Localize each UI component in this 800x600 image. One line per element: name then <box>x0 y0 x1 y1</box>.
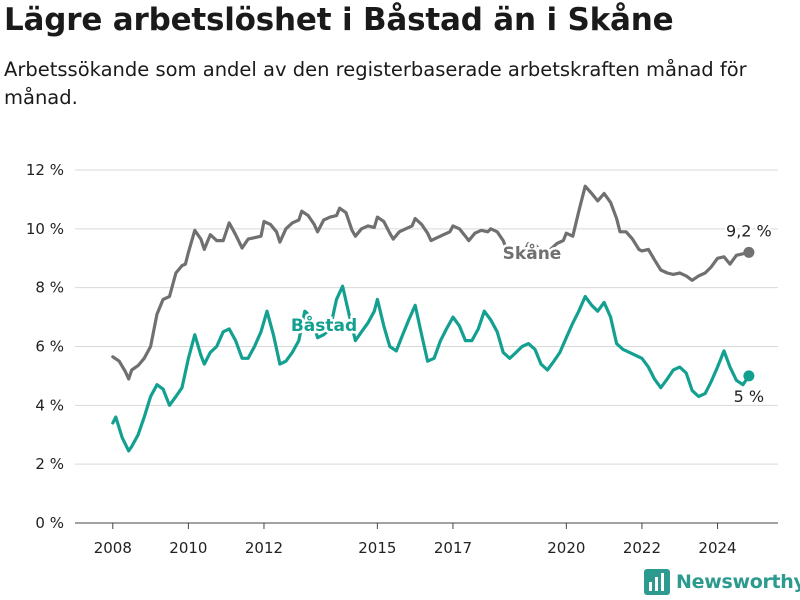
x-tick-label: 2015 <box>358 539 396 557</box>
series-line-bastad <box>111 284 751 453</box>
y-tick-label: 4 % <box>35 396 64 414</box>
x-tick-label: 2017 <box>434 539 472 557</box>
y-tick-label: 6 % <box>35 338 64 356</box>
labels: Skåne 9,2 % Båstad 5 % <box>288 219 773 408</box>
series-label-bastad: Båstad <box>291 314 357 336</box>
x-tick-label: 2022 <box>623 539 661 557</box>
chart-title: Lägre arbetslöshet i Båstad än i Skåne <box>4 2 674 38</box>
y-tick-label: 8 % <box>35 279 64 297</box>
brand-name: Newsworthy <box>676 571 800 593</box>
series-label-skane: Skåne <box>503 242 562 264</box>
x-tick-label: 2020 <box>547 539 585 557</box>
end-value-label-skane: 9,2 % <box>726 221 772 240</box>
y-tick-label: 12 % <box>26 161 64 179</box>
y-tick-label: 2 % <box>35 455 64 473</box>
y-tick-label: 0 % <box>35 514 64 532</box>
axes: 0 % 2 % 4 % 6 % 8 % 10 % 12 % 2008 2010 2012 2015 2… <box>26 161 737 557</box>
end-point-bastad <box>743 370 755 382</box>
y-tick-label: 10 % <box>26 220 64 238</box>
end-value-label-bastad: 5 % <box>734 387 764 406</box>
end-point-skane <box>743 246 755 258</box>
x-tick-label: 2010 <box>169 539 207 557</box>
newsworthy-logo-icon <box>644 569 670 595</box>
x-tick-label: 2012 <box>245 539 283 557</box>
newsworthy-logo: Newsworthy <box>644 569 800 595</box>
series-lines <box>111 184 755 453</box>
x-tick-label: 2024 <box>698 539 736 557</box>
chart-subtitle: Arbetssökande som andel av den registerb… <box>4 58 747 109</box>
grid-lines <box>75 169 778 524</box>
series-line-skane <box>111 184 751 381</box>
x-tick-label: 2008 <box>94 539 132 557</box>
